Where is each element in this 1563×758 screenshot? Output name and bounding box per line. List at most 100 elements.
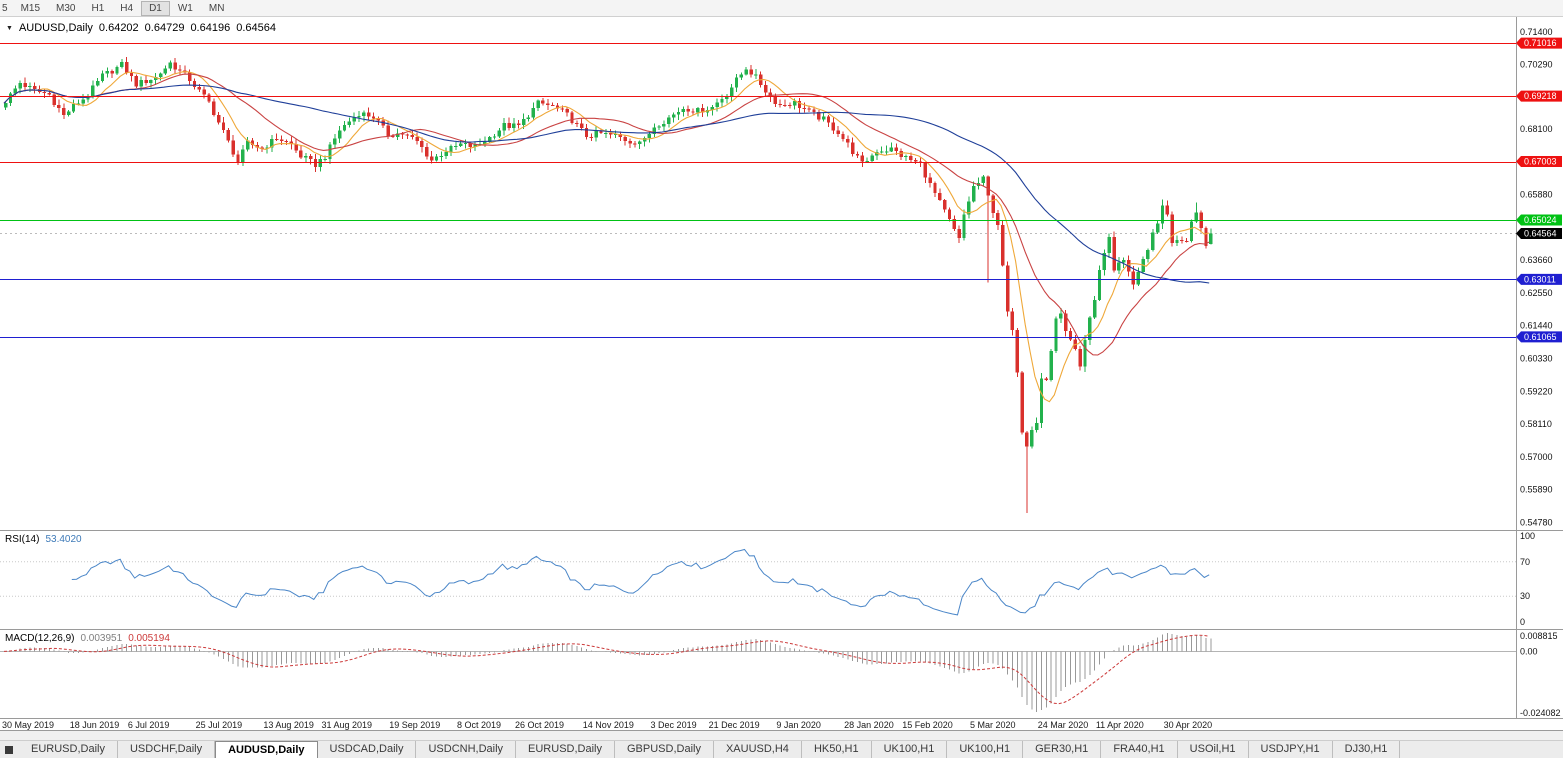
date-label: 11 Apr 2020	[1096, 720, 1144, 730]
price-axis-label: 0.63660	[1520, 255, 1553, 265]
chart-tab-eurusd-daily[interactable]: EURUSD,Daily	[19, 741, 118, 758]
price-level-tag-text: 0.71016	[1524, 38, 1557, 48]
price-axis-label: 0.59220	[1520, 386, 1553, 396]
date-label: 14 Nov 2019	[583, 720, 634, 730]
price-axis-label: 0.60330	[1520, 354, 1553, 364]
ohlc-close: 0.64564	[236, 22, 276, 34]
rsi-line	[71, 548, 1210, 616]
price-level-tag-text: 0.69218	[1524, 91, 1557, 101]
macd-signal-line	[3, 634, 1210, 705]
chart-tab-audusd-daily[interactable]: AUDUSD,Daily	[215, 741, 318, 758]
macd-main-value: 0.003951	[80, 633, 123, 644]
price-axis-label: 0.57000	[1520, 452, 1553, 462]
date-label: 31 Aug 2019	[321, 720, 372, 730]
price-chart[interactable]: 0.71400 0.70290 0.68100 0.65880 0.63660 0.625…	[0, 17, 1563, 731]
chart-tab-usdchf-daily[interactable]: USDCHF,Daily	[118, 741, 216, 758]
chart-tab-uk100-h1[interactable]: UK100,H1	[947, 741, 1024, 758]
date-label: 18 Jun 2019	[70, 720, 120, 730]
timeframe-button-m30[interactable]: M30	[56, 2, 76, 14]
date-label: 21 Dec 2019	[709, 720, 760, 730]
price-level-tag[interactable]: 0.69218	[1516, 90, 1562, 102]
date-label: 5 Mar 2020	[970, 720, 1016, 730]
price-axis-label: 0.61440	[1520, 321, 1553, 331]
ohlc-low: 0.64196	[190, 22, 231, 34]
timeframe-button-m15[interactable]: M15	[20, 2, 41, 14]
chart-menu-icon[interactable]: ▼	[6, 24, 13, 32]
chart-tab-ger30-h1[interactable]: GER30,H1	[1023, 741, 1102, 758]
chart-tab-uk100-h1[interactable]: UK100,H1	[872, 741, 948, 758]
ohlc-open: 0.64202	[98, 22, 139, 34]
candles-layer	[4, 56, 1213, 513]
timeframe-button-mn[interactable]: MN	[208, 2, 225, 14]
timeframe-button-h4[interactable]: H4	[120, 2, 134, 14]
macd-signal-value: 0.005194	[128, 633, 170, 644]
rsi-indicator-label: RSI(14) 53.4020	[5, 534, 82, 545]
chart-tab-usdjpy-h1[interactable]: USDJPY,H1	[1249, 741, 1333, 758]
date-label: 8 Oct 2019	[457, 720, 501, 730]
macd-histogram	[10, 633, 1212, 712]
timeframe-button-d1[interactable]: D1	[141, 0, 170, 16]
price-axis-label: 0.71400	[1520, 27, 1553, 37]
timeframe-button-h1[interactable]: H1	[91, 2, 105, 14]
timeframe-button-w1[interactable]: W1	[177, 2, 193, 14]
tab-scroll-icon[interactable]	[5, 746, 13, 754]
price-axis-label: 0.58110	[1520, 419, 1552, 429]
rsi-value: 53.4020	[45, 534, 82, 545]
macd-axis-label: 0.008815	[1520, 631, 1558, 641]
date-label: 13 Aug 2019	[263, 720, 314, 730]
price-level-tag-text: 0.61065	[1524, 332, 1557, 342]
date-label: 3 Dec 2019	[651, 720, 697, 730]
price-level-tag-text: 0.63011	[1524, 274, 1556, 284]
date-label: 26 Oct 2019	[515, 720, 564, 730]
rsi-axis-label: 30	[1520, 591, 1530, 601]
current-price-tag-text: 0.64564	[1524, 229, 1557, 239]
chart-tab-gbpusd-daily[interactable]: GBPUSD,Daily	[615, 741, 714, 758]
ohlc-high: 0.64729	[144, 22, 185, 34]
chart-tabs-bar: EURUSD,Daily USDCHF,Daily AUDUSD,Daily USDC…	[0, 740, 1563, 758]
date-label: 24 Mar 2020	[1038, 720, 1089, 730]
chart-tab-fra40-h1[interactable]: FRA40,H1	[1101, 741, 1178, 758]
macd-indicator-label: MACD(12,26,9) 0.003951 0.005194	[5, 633, 170, 644]
date-label: 30 Apr 2020	[1164, 720, 1213, 730]
price-level-tag[interactable]: 0.63011	[1516, 273, 1562, 285]
macd-axis-label: 0.00	[1520, 646, 1538, 656]
price-axis-label: 0.68100	[1520, 124, 1553, 134]
price-axis-label: 0.65880	[1520, 190, 1553, 200]
timeframe-button-5[interactable]: 5	[2, 2, 8, 14]
price-level-tag[interactable]: 0.71016	[1516, 37, 1562, 49]
current-price-tag[interactable]: 0.64564	[1516, 228, 1562, 240]
date-label: 25 Jul 2019	[196, 720, 243, 730]
chart-symbol-label: AUDUSD,Daily	[18, 22, 93, 34]
chart-tab-usoil-h1[interactable]: USOil,H1	[1178, 741, 1249, 758]
date-label: 6 Jul 2019	[128, 720, 170, 730]
date-label: 9 Jan 2020	[776, 720, 821, 730]
date-label: 19 Sep 2019	[389, 720, 440, 730]
price-level-tag[interactable]: 0.67003	[1516, 156, 1562, 168]
chart-title: ▼ AUDUSD,Daily 0.64202 0.64729 0.64196 0…	[6, 22, 276, 34]
chart-tab-xauusd-h4[interactable]: XAUUSD,H4	[714, 741, 802, 758]
price-axis-label: 0.62550	[1520, 288, 1553, 298]
chart-tab-usdcnh-daily[interactable]: USDCNH,Daily	[416, 741, 517, 758]
chart-window[interactable]: 0.71400 0.70290 0.68100 0.65880 0.63660 0.625…	[0, 17, 1563, 731]
chart-tab-dj30-h1[interactable]: DJ30,H1	[1333, 741, 1401, 758]
timeframe-toolbar: 5 M15 M30 H1 H4 D1 W1 MN	[0, 0, 1563, 17]
date-label: 28 Jan 2020	[844, 720, 894, 730]
chart-tab-usdcad-daily[interactable]: USDCAD,Daily	[318, 741, 417, 758]
macd-name: MACD(12,26,9)	[5, 633, 75, 644]
rsi-axis-label: 70	[1520, 557, 1530, 567]
rsi-axis-label: 0	[1520, 617, 1525, 627]
rsi-axis-label: 100	[1520, 531, 1535, 541]
price-axis-label: 0.54780	[1520, 517, 1553, 527]
rsi-name: RSI(14)	[5, 534, 40, 545]
price-axis-label: 0.55890	[1520, 485, 1553, 495]
price-level-tag-text: 0.65024	[1524, 215, 1557, 225]
date-label: 30 May 2019	[2, 720, 54, 730]
price-axis-label: 0.70290	[1520, 60, 1553, 70]
level-lines[interactable]	[0, 42, 1516, 339]
chart-tab-hk50-h1[interactable]: HK50,H1	[802, 741, 872, 758]
date-label: 15 Feb 2020	[902, 720, 953, 730]
chart-tab-eurusd-daily[interactable]: EURUSD,Daily	[516, 741, 615, 758]
price-level-tag[interactable]: 0.65024	[1516, 214, 1562, 226]
price-level-tag[interactable]: 0.61065	[1516, 331, 1562, 343]
